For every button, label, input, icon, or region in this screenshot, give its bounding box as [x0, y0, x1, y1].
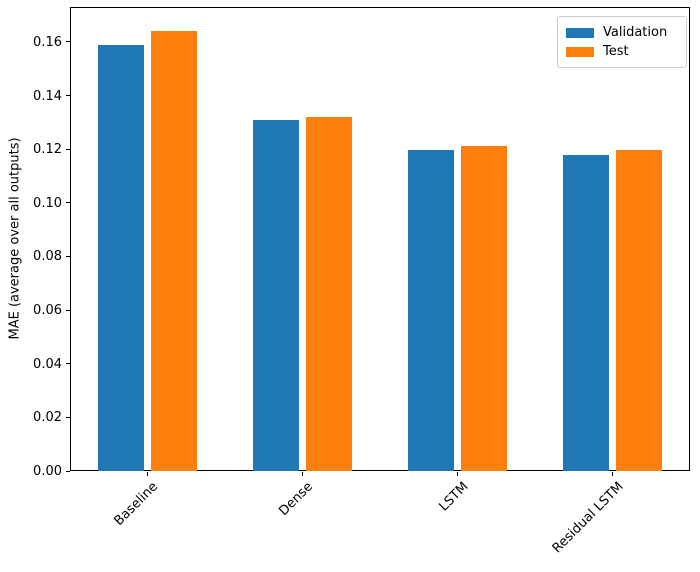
legend-entry-validation: Validation [566, 23, 678, 42]
y-tick-mark [66, 202, 70, 204]
legend-swatch-validation [566, 27, 594, 38]
x-tick-mark [302, 472, 303, 476]
x-tick-label-lstm: LSTM [436, 479, 472, 515]
y-tick-mark [66, 41, 70, 43]
y-tick-mark [66, 470, 70, 472]
y-tick-mark [66, 309, 70, 311]
y-tick-label-0.02: 0.02 [33, 410, 62, 426]
legend-label-test: Test [603, 44, 629, 59]
x-tick-label-residual-lstm: Residual LSTM [549, 479, 627, 557]
x-tick-label-dense: Dense [276, 479, 317, 519]
legend-swatch-test [566, 46, 594, 57]
y-tick-label-0.06: 0.06 [33, 303, 62, 319]
y-tick-label-0.12: 0.12 [33, 142, 62, 158]
y-tick-label-0.16: 0.16 [33, 34, 62, 50]
y-tick-label-0.00: 0.00 [33, 464, 62, 479]
legend-entry-test: Test [566, 42, 678, 61]
bar-validation-dense [252, 119, 300, 471]
y-tick-mark [66, 363, 70, 365]
y-tick-mark [66, 255, 70, 257]
bar-validation-lstm [407, 150, 455, 471]
y-tick-label-0.10: 0.10 [33, 195, 62, 211]
legend: Validation Test [557, 16, 687, 68]
y-tick-label-0.04: 0.04 [33, 356, 62, 372]
bar-validation-residual-lstm [562, 154, 610, 471]
x-tick-mark [147, 472, 148, 476]
y-tick-mark [66, 148, 70, 150]
legend-label-validation: Validation [603, 25, 668, 40]
y-tick-mark [66, 416, 70, 418]
y-tick-mark [66, 95, 70, 96]
x-tick-mark [612, 472, 613, 476]
x-tick-mark [457, 472, 458, 476]
bar-test-residual-lstm [615, 150, 663, 471]
bar-test-baseline [150, 31, 198, 471]
y-tick-label-0.08: 0.08 [33, 249, 62, 265]
bar-test-lstm [460, 146, 508, 471]
y-tick-label-0.14: 0.14 [33, 88, 62, 104]
bar-test-dense [305, 116, 353, 471]
bar-validation-baseline [97, 44, 145, 471]
x-tick-label-baseline: Baseline [111, 479, 162, 529]
